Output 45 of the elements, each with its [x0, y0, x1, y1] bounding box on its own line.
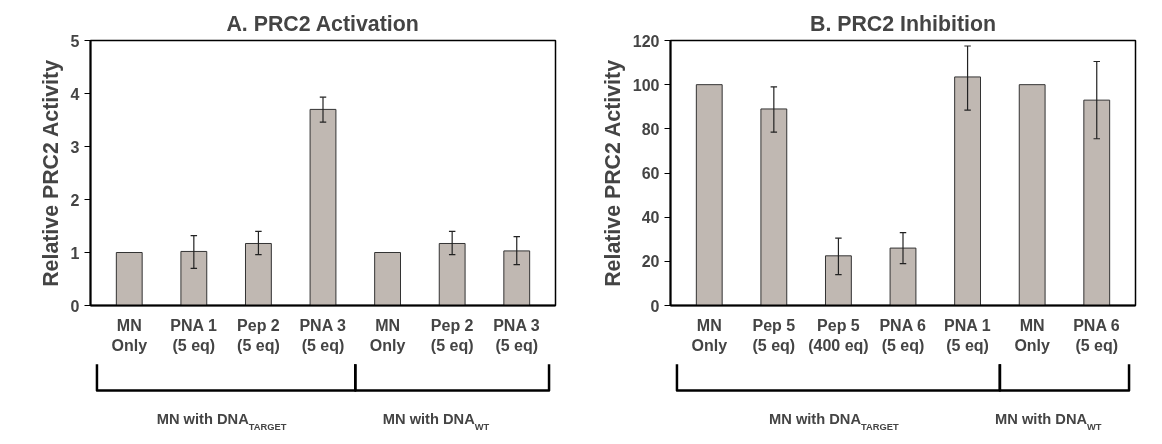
- chart-title: A. PRC2 Activation: [226, 11, 419, 36]
- bar: [245, 242, 272, 306]
- y-tick-label: 0: [70, 297, 80, 315]
- y-tick-label: 4: [70, 85, 80, 103]
- bar: [760, 108, 788, 306]
- x-tick-label: MN Only: [111, 316, 148, 354]
- x-tick-label: PNA 1 (5 eq): [944, 316, 991, 354]
- y-tick-label: 20: [641, 253, 660, 271]
- y-axis-title: Relative PRC2 Activity: [600, 59, 625, 287]
- bar: [503, 250, 531, 306]
- x-tick-label: PNA 1 (5 eq): [170, 316, 217, 354]
- x-tick-label: MN Only: [369, 316, 406, 354]
- x-tick-label: Pep 2 (5 eq): [430, 316, 474, 354]
- bar: [374, 252, 401, 306]
- y-tick-label: 40: [641, 209, 660, 227]
- x-tick-label: PNA 3 (5 eq): [299, 316, 347, 354]
- y-axis-title: Relative PRC2 Activity: [38, 59, 63, 287]
- x-tick-label: Pep 2 (5 eq): [237, 316, 280, 354]
- bar: [954, 76, 981, 306]
- y-tick-label: 0: [650, 297, 660, 315]
- bar: [115, 252, 143, 306]
- x-tick-label: MN Only: [691, 316, 728, 354]
- bar: [309, 108, 337, 306]
- x-tick-label: MN Only: [1014, 316, 1051, 354]
- chart-title: B. PRC2 Inhibition: [809, 11, 997, 36]
- bar: [695, 84, 723, 306]
- y-tick-label: 5: [70, 32, 80, 50]
- bar: [1083, 99, 1111, 306]
- bar: [825, 255, 852, 306]
- x-tick-label: PNA 6 (5 eq): [879, 316, 927, 354]
- x-tick-label: Pep 5 (5 eq): [752, 316, 796, 354]
- y-tick-label: 2: [70, 191, 80, 209]
- bar: [438, 242, 466, 306]
- x-tick-label: PNA 6 (5 eq): [1073, 316, 1120, 354]
- x-tick-label: PNA 3 (5 eq): [493, 316, 540, 354]
- x-tick-label: Pep 5 (400 eq): [808, 316, 869, 354]
- bar: [889, 247, 917, 306]
- y-tick-label: 1: [70, 244, 80, 262]
- bar: [1018, 84, 1046, 306]
- y-tick-label: 3: [70, 138, 80, 156]
- y-tick-label: 100: [632, 76, 660, 94]
- y-tick-label: 60: [641, 165, 660, 182]
- bar: [180, 250, 208, 306]
- y-tick-label: 120: [632, 32, 660, 50]
- y-tick-label: 80: [641, 120, 660, 138]
